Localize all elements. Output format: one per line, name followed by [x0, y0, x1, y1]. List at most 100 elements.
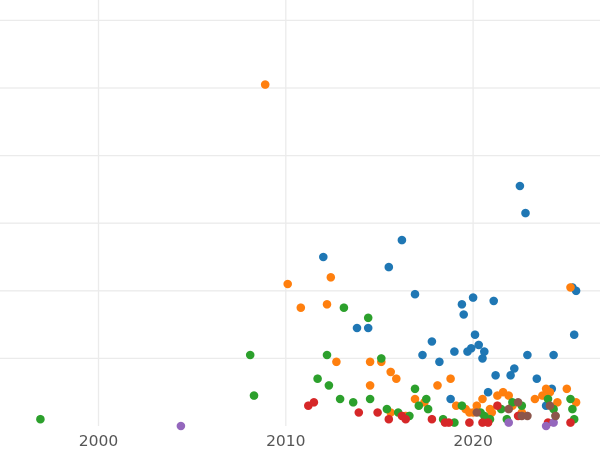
data-point-green	[36, 414, 45, 424]
data-point-blue	[446, 394, 455, 404]
data-point-blue	[459, 310, 469, 319]
data-point-green	[414, 401, 424, 411]
data-point-red	[384, 414, 394, 424]
data-point-green	[543, 394, 553, 404]
data-point-blue	[410, 289, 420, 299]
data-point-green	[423, 404, 433, 414]
data-point-orange	[322, 300, 332, 309]
data-point-blue	[480, 347, 489, 356]
x-tick-label: 2020	[453, 432, 492, 450]
data-point-orange	[410, 394, 420, 404]
data-point-orange	[260, 80, 270, 89]
data-point-orange	[332, 357, 341, 367]
data-point-orange	[283, 279, 293, 289]
data-point-orange	[296, 303, 306, 313]
data-point-brown	[513, 398, 523, 407]
data-point-brown	[545, 401, 555, 411]
data-point-green	[410, 384, 420, 394]
data-point-blue	[384, 262, 394, 272]
data-point-red	[427, 414, 437, 424]
data-point-blue	[523, 350, 532, 360]
data-point-blue	[457, 300, 467, 309]
gridlines	[0, 0, 600, 426]
data-point-orange	[562, 384, 572, 394]
data-point-blue	[450, 347, 459, 356]
data-point-brown	[551, 411, 560, 421]
data-point-blue	[363, 323, 373, 333]
data-point-purple	[176, 421, 186, 431]
data-point-green	[245, 350, 255, 360]
data-point-red	[401, 414, 411, 424]
data-point-green	[313, 374, 322, 384]
data-point-blue	[521, 208, 530, 218]
data-point-green	[365, 394, 375, 404]
data-point-orange	[365, 357, 375, 367]
data-point-purple	[549, 418, 558, 427]
data-point-red	[493, 401, 502, 411]
data-point-blue	[491, 371, 500, 380]
data-point-red	[566, 418, 575, 427]
data-point-blue	[470, 330, 480, 340]
data-point-red	[483, 418, 493, 427]
x-tick-label: 2010	[266, 432, 305, 450]
x-axis-tick-labels: 2000 2010 2020	[79, 432, 493, 450]
data-point-orange	[530, 394, 540, 404]
data-point-red	[309, 398, 319, 407]
data-point-orange	[392, 374, 401, 384]
data-point-green	[382, 404, 392, 414]
data-point-orange	[386, 367, 396, 377]
data-point-green	[339, 303, 349, 313]
data-point-blue	[506, 371, 515, 380]
data-point-red	[465, 418, 474, 427]
data-point-blue	[427, 337, 437, 346]
data-point-orange	[365, 381, 375, 390]
data-point-blue	[569, 330, 579, 340]
data-point-blue	[478, 354, 487, 363]
data-point-red	[373, 408, 382, 417]
data-point-green	[335, 394, 345, 404]
data-point-orange	[545, 387, 555, 397]
data-point-green	[377, 354, 386, 363]
data-point-blue	[483, 387, 493, 397]
data-point-blue	[352, 323, 362, 333]
data-point-brown	[523, 411, 532, 421]
data-point-orange	[566, 283, 575, 292]
data-point-blue	[435, 357, 444, 367]
data-point-orange	[433, 381, 442, 390]
data-point-blue	[532, 374, 542, 384]
x-tick-label: 2000	[79, 432, 118, 450]
data-point-blue	[418, 350, 427, 360]
data-point-orange	[446, 374, 455, 384]
data-point-purple	[504, 418, 513, 427]
data-point-blue	[468, 293, 478, 302]
data-point-green	[324, 381, 334, 390]
data-point-blue	[397, 235, 407, 245]
data-point-orange	[478, 394, 487, 404]
data-point-green	[457, 401, 467, 411]
data-point-green	[422, 394, 431, 404]
data-point-blue	[474, 340, 484, 350]
data-point-orange	[504, 391, 513, 400]
data-point-green	[568, 404, 577, 414]
data-point-green	[348, 398, 358, 407]
data-point-orange	[472, 401, 482, 411]
data-points	[36, 80, 581, 431]
data-point-blue	[549, 350, 558, 360]
data-point-orange	[553, 398, 562, 407]
data-point-brown	[504, 404, 513, 414]
data-point-blue	[515, 181, 525, 191]
data-point-blue	[319, 252, 328, 262]
data-point-orange	[487, 408, 497, 417]
data-point-purple	[541, 421, 551, 431]
data-point-red	[444, 418, 454, 427]
data-point-red	[354, 408, 364, 417]
data-point-blue	[510, 364, 519, 373]
data-point-green	[363, 313, 373, 323]
data-point-green	[322, 350, 332, 360]
data-point-brown	[472, 408, 482, 417]
data-point-orange	[326, 273, 336, 282]
data-point-green	[566, 394, 575, 404]
data-point-blue	[489, 296, 499, 306]
